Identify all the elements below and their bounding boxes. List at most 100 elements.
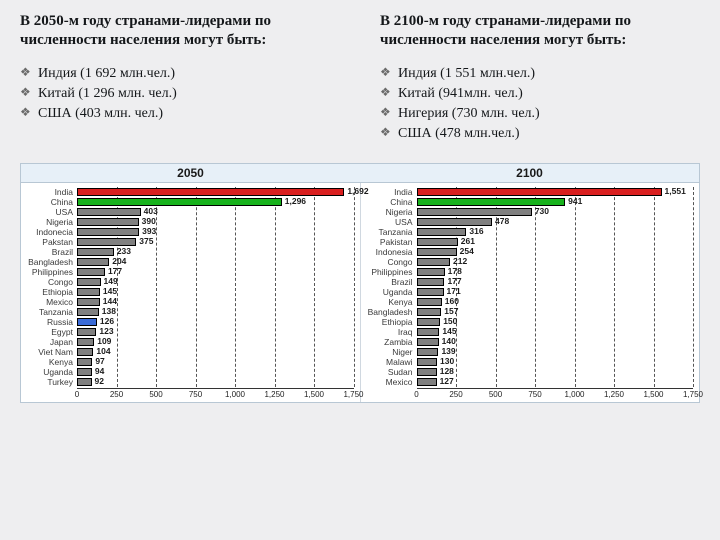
bar-row: Brazil 233: [25, 247, 354, 257]
bar-value: 97: [95, 356, 104, 366]
x-tick: 1,500: [643, 390, 663, 399]
x-tick: 1,500: [304, 390, 324, 399]
x-tick: 1,750: [343, 390, 363, 399]
bar-label: Indonesia: [365, 247, 417, 257]
bar-plot: 261: [417, 237, 694, 247]
bar-value: 204: [112, 256, 126, 266]
bar-row: Ethiopia145: [25, 287, 354, 297]
bar-value: 157: [444, 306, 458, 316]
heading-line: В 2100-м году странами-лидерами по: [380, 13, 631, 29]
column-2100: В 2100-м году странами-лидерами по числе…: [380, 12, 700, 145]
heading-2100: В 2100-м году странами-лидерами по числе…: [380, 12, 700, 50]
bar-value: 145: [442, 326, 456, 336]
bar-row: Russia 126: [25, 317, 354, 327]
heading-line: численности населения могут быть:: [20, 32, 266, 48]
bar-label: Indonecia: [25, 227, 77, 237]
bar: [417, 358, 438, 366]
bar-value: 941: [568, 196, 582, 206]
bar-row: Tanzania138: [25, 307, 354, 317]
bar-plot: 123: [77, 327, 354, 337]
bar: [417, 208, 532, 216]
x-tick: 250: [110, 390, 123, 399]
bar-value: 730: [535, 206, 549, 216]
chart-panel: India1,692China1,296USA403Nigeria390Indo…: [21, 183, 360, 402]
bar: [417, 288, 444, 296]
bar-plot: 316: [417, 227, 694, 237]
bar-label: Nigeria: [25, 217, 77, 227]
bar-label: Philippines: [365, 267, 417, 277]
bar-value: 150: [443, 316, 457, 326]
bar-row: USA478: [365, 217, 694, 227]
bar-label: Mexico: [365, 377, 417, 387]
bar-plot: 104: [77, 347, 354, 357]
bar-label: Russia: [25, 317, 77, 327]
x-tick: 1,750: [683, 390, 703, 399]
bar-label: Brazil: [365, 277, 417, 287]
bar-label: Viet Nam: [25, 347, 77, 357]
bar-label: Ethiopia: [365, 317, 417, 327]
bar: [417, 348, 439, 356]
bar-plot: 144: [77, 297, 354, 307]
bar-value: 171: [447, 286, 461, 296]
list-item: США (478 млн.чел.): [380, 124, 700, 144]
chart-panel: India1,551China941Nigeria730USA478Tanzan…: [360, 183, 700, 402]
bar-row: USA403: [25, 207, 354, 217]
bar-value: 178: [448, 266, 462, 276]
bar-row: Mexico127: [365, 377, 694, 387]
panel-title-2050: 2050: [21, 164, 360, 182]
bar-value: 138: [102, 306, 116, 316]
x-tick: 750: [528, 390, 541, 399]
x-tick: 1,250: [604, 390, 624, 399]
bar-label: Philippines: [25, 267, 77, 277]
bar-row: Nigeria390: [25, 217, 354, 227]
bars-area: India1,692China1,296USA403Nigeria390Indo…: [25, 187, 354, 387]
bar-row: Philippines 177: [25, 267, 354, 277]
bar-value: 403: [144, 206, 158, 216]
bar-row: Kenya160: [365, 297, 694, 307]
bar-value: 160: [445, 296, 459, 306]
bar: [77, 218, 139, 226]
bar-row: Sudan128: [365, 367, 694, 377]
bar-label: Bangladesh: [25, 257, 77, 267]
bar-value: 149: [104, 276, 118, 286]
bar-row: Ethiopia 150: [365, 317, 694, 327]
bar-value: 177: [108, 266, 122, 276]
bar: [77, 318, 97, 326]
bar-value: 126: [100, 316, 114, 326]
list-item: США (403 млн. чел.): [20, 104, 340, 124]
bar-label: Niger: [365, 347, 417, 357]
bar: [417, 298, 442, 306]
bar-value: 233: [117, 246, 131, 256]
bar-row: Mexico144: [25, 297, 354, 307]
x-tick: 0: [414, 390, 418, 399]
bar-value: 375: [139, 236, 153, 246]
bar: [417, 338, 439, 346]
bar-plot: 730: [417, 207, 694, 217]
bar: [77, 368, 92, 376]
bar-label: Brazil: [25, 247, 77, 257]
bar-row: Japan109: [25, 337, 354, 347]
bar-value: 144: [103, 296, 117, 306]
bar-plot: 140: [417, 337, 694, 347]
bar: [77, 288, 100, 296]
population-chart: 2050 2100 India1,692China1,296USA403Nige…: [20, 163, 700, 403]
bar: [417, 268, 445, 276]
bar-plot: 478: [417, 217, 694, 227]
bar-row: Philippines 178: [365, 267, 694, 277]
bars-area: India1,551China941Nigeria730USA478Tanzan…: [365, 187, 694, 387]
bar: [77, 348, 93, 356]
bar-label: India: [365, 187, 417, 197]
x-tick: 500: [489, 390, 502, 399]
bar: [417, 188, 662, 196]
bar-plot: 145: [417, 327, 694, 337]
bar-label: Egypt: [25, 327, 77, 337]
bar-value: 92: [95, 376, 104, 386]
bar-plot: 145: [77, 287, 354, 297]
bar-plot: 393: [77, 227, 354, 237]
bar: [77, 338, 94, 346]
bar-plot: 130: [417, 357, 694, 367]
bar-label: Pakistan: [365, 237, 417, 247]
bar-row: Niger139: [365, 347, 694, 357]
bar-label: Congo: [25, 277, 77, 287]
x-tick: 500: [149, 390, 162, 399]
